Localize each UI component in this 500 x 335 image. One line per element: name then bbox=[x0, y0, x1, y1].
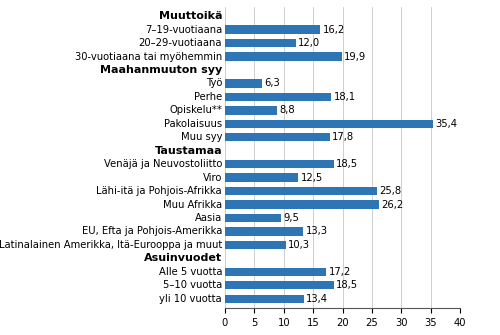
Bar bbox=[225, 79, 262, 87]
Text: Lähi-itä ja Pohjois-Afrikka: Lähi-itä ja Pohjois-Afrikka bbox=[96, 186, 222, 196]
Bar bbox=[225, 120, 433, 128]
Text: Muuttoikä: Muuttoikä bbox=[158, 11, 222, 21]
Bar bbox=[225, 93, 332, 101]
Text: Opiskelu**: Opiskelu** bbox=[169, 105, 222, 115]
Bar bbox=[225, 241, 286, 249]
Text: yli 10 vuotta: yli 10 vuotta bbox=[160, 294, 222, 304]
Text: 18,1: 18,1 bbox=[334, 92, 356, 102]
Text: 19,9: 19,9 bbox=[344, 52, 366, 62]
Text: 35,4: 35,4 bbox=[436, 119, 458, 129]
Text: 18,5: 18,5 bbox=[336, 159, 358, 169]
Text: Alle 5 vuotta: Alle 5 vuotta bbox=[158, 267, 222, 277]
Text: Perhe: Perhe bbox=[194, 92, 222, 102]
Bar bbox=[225, 227, 303, 236]
Bar bbox=[225, 294, 304, 303]
Text: 10,3: 10,3 bbox=[288, 240, 310, 250]
Text: Viro: Viro bbox=[202, 173, 222, 183]
Text: 13,4: 13,4 bbox=[306, 294, 328, 304]
Bar bbox=[225, 133, 330, 141]
Bar bbox=[225, 187, 376, 195]
Text: 12,0: 12,0 bbox=[298, 38, 320, 48]
Bar bbox=[225, 214, 281, 222]
Bar bbox=[225, 25, 320, 34]
Bar bbox=[225, 281, 334, 289]
Text: 25,8: 25,8 bbox=[379, 186, 401, 196]
Text: 17,8: 17,8 bbox=[332, 132, 354, 142]
Text: 30-vuotiaana tai myöhemmin: 30-vuotiaana tai myöhemmin bbox=[75, 52, 222, 62]
Text: 26,2: 26,2 bbox=[382, 200, 404, 210]
Bar bbox=[225, 52, 342, 61]
Text: Taustamaa: Taustamaa bbox=[154, 146, 222, 156]
Text: 9,5: 9,5 bbox=[283, 213, 299, 223]
Text: 6,3: 6,3 bbox=[264, 78, 280, 88]
Text: 17,2: 17,2 bbox=[328, 267, 350, 277]
Text: Työ: Työ bbox=[206, 78, 222, 88]
Text: 12,5: 12,5 bbox=[301, 173, 323, 183]
Text: 5–10 vuotta: 5–10 vuotta bbox=[163, 280, 222, 290]
Text: 20–29-vuotiaana: 20–29-vuotiaana bbox=[138, 38, 222, 48]
Text: 16,2: 16,2 bbox=[322, 24, 345, 35]
Bar bbox=[225, 268, 326, 276]
Text: Venäjä ja Neuvostoliitto: Venäjä ja Neuvostoliitto bbox=[104, 159, 222, 169]
Bar bbox=[225, 160, 334, 169]
Text: Pakolaisuus: Pakolaisuus bbox=[164, 119, 222, 129]
Text: Muu syy: Muu syy bbox=[180, 132, 222, 142]
Text: Maahanmuuton syy: Maahanmuuton syy bbox=[100, 65, 222, 75]
Text: EU, Efta ja Pohjois-Amerikka: EU, Efta ja Pohjois-Amerikka bbox=[82, 226, 222, 237]
Text: Latinalainen Amerikka, Itä-Eurooppa ja muut: Latinalainen Amerikka, Itä-Eurooppa ja m… bbox=[0, 240, 222, 250]
Bar bbox=[225, 200, 379, 209]
Bar bbox=[225, 174, 298, 182]
Text: Muu Afrikka: Muu Afrikka bbox=[163, 200, 222, 210]
Bar bbox=[225, 39, 296, 47]
Bar bbox=[225, 106, 276, 115]
Text: 18,5: 18,5 bbox=[336, 280, 358, 290]
Text: Aasia: Aasia bbox=[195, 213, 222, 223]
Text: Asuinvuodet: Asuinvuodet bbox=[144, 253, 222, 263]
Text: 13,3: 13,3 bbox=[306, 226, 328, 237]
Text: 7–19-vuotiaana: 7–19-vuotiaana bbox=[145, 24, 222, 35]
Text: 8,8: 8,8 bbox=[279, 105, 294, 115]
